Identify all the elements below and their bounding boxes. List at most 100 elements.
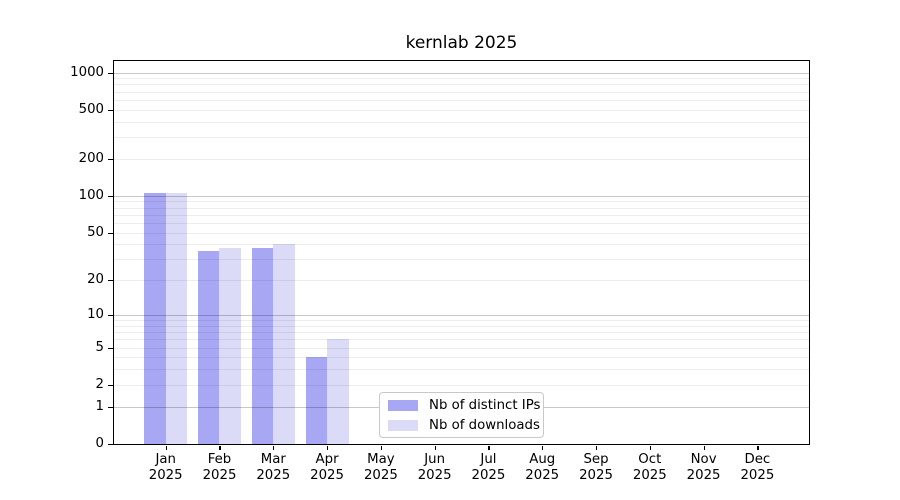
x-tick-year: 2025: [256, 467, 291, 483]
x-tick-mark: [327, 446, 329, 450]
x-tick-month: Oct: [638, 452, 662, 467]
x-tick-year: 2025: [202, 467, 237, 483]
y-tick-label: 100: [78, 187, 104, 203]
x-tick-label: Apr 2025: [297, 452, 357, 483]
legend-label-downloads: Nb of downloads: [429, 417, 540, 433]
y-tick-mark: [108, 406, 113, 408]
y-tick-label: 200: [78, 150, 104, 166]
y-tick-label: 5: [95, 339, 104, 355]
x-tick-label: Feb 2025: [189, 452, 249, 483]
x-tick-year: 2025: [740, 467, 775, 483]
x-tick-mark: [434, 446, 436, 450]
x-tick-label: Mar 2025: [243, 452, 303, 483]
minor-gridline: [114, 201, 809, 203]
x-tick-label: Jul 2025: [458, 452, 518, 483]
bar-distinct-ips-feb: [197, 251, 220, 444]
x-tick-mark: [488, 446, 490, 450]
x-tick-mark: [542, 446, 544, 450]
y-tick-mark: [108, 444, 113, 446]
y-tick-mark: [108, 384, 113, 387]
bar-distinct-ips-mar: [251, 248, 274, 444]
x-tick-month: Sep: [583, 452, 609, 467]
x-tick-month: Aug: [529, 452, 556, 467]
x-tick-year: 2025: [363, 467, 398, 483]
minor-gridline: [114, 137, 809, 139]
x-tick-label: May 2025: [351, 452, 411, 483]
bar-downloads-feb: [219, 248, 241, 444]
y-tick-label: 1000: [70, 64, 104, 80]
y-tick-mark: [108, 315, 113, 317]
x-tick-year: 2025: [579, 467, 613, 483]
x-tick-mark: [165, 446, 167, 450]
minor-gridline: [114, 222, 809, 224]
minor-gridline: [114, 84, 809, 86]
y-tick-label: 2: [95, 376, 104, 392]
y-tick-mark: [108, 195, 113, 198]
x-tick-label: Jun 2025: [405, 452, 465, 483]
x-tick-year: 2025: [632, 467, 667, 483]
minor-gridline: [114, 99, 809, 101]
x-tick-month: Jan: [155, 452, 176, 467]
y-tick-label: 50: [87, 224, 104, 240]
x-tick-month: Mar: [260, 452, 286, 467]
x-tick-month: Dec: [744, 452, 771, 467]
y-tick-mark: [108, 158, 113, 161]
x-tick-mark: [649, 446, 651, 450]
x-tick-year: 2025: [471, 467, 506, 483]
x-tick-month: Feb: [207, 452, 232, 467]
x-tick-label: Nov 2025: [674, 452, 734, 483]
x-tick-month: Jun: [424, 452, 446, 467]
y-tick-label: 20: [87, 272, 104, 288]
legend-swatch-downloads: [388, 419, 418, 431]
x-tick-mark: [219, 446, 221, 450]
x-tick-label: Oct 2025: [620, 452, 680, 483]
y-tick-mark: [108, 232, 113, 234]
major-gridline: [114, 195, 809, 197]
y-tick-label: 10: [87, 307, 104, 323]
minor-gridline: [114, 121, 809, 123]
major-gridline: [114, 72, 809, 74]
y-tick-label: 0: [95, 436, 104, 451]
x-tick-mark: [273, 446, 275, 450]
legend-label-distinct-ips: Nb of distinct IPs: [429, 397, 541, 413]
minor-gridline: [114, 207, 809, 209]
minor-gridline: [114, 214, 809, 216]
minor-gridline: [114, 232, 809, 234]
minor-gridline: [114, 109, 809, 111]
chart-title: kernlab 2025: [405, 33, 518, 53]
y-tick-label: 500: [78, 101, 104, 117]
x-tick-label: Aug 2025: [512, 452, 572, 483]
x-tick-month: Apr: [315, 452, 339, 467]
bar-downloads-jan: [165, 193, 188, 444]
x-tick-mark: [757, 446, 759, 450]
x-tick-mark: [380, 446, 383, 450]
minor-gridline: [114, 78, 809, 80]
plot-area: Nb of distinct IPs Nb of downloads 0 1 2 5 1…: [70, 60, 810, 483]
y-tick-label: 1: [95, 398, 104, 414]
minor-gridline: [114, 91, 809, 93]
x-tick-mark: [703, 446, 705, 450]
x-tick-label: Jan 2025: [136, 452, 196, 483]
x-tick-mark: [596, 446, 598, 450]
minor-gridline: [114, 244, 809, 246]
bar-distinct-ips-jan: [144, 193, 166, 444]
x-tick-month: Jul: [480, 452, 497, 467]
x-tick-label: Sep 2025: [566, 452, 626, 483]
x-tick-year: 2025: [525, 467, 560, 483]
y-tick-mark: [108, 72, 113, 74]
x-tick-year: 2025: [417, 467, 452, 483]
x-tick-month: May: [367, 452, 395, 467]
bar-downloads-mar: [273, 244, 295, 444]
y-tick-mark: [108, 109, 113, 111]
bar-distinct-ips-apr: [305, 357, 328, 444]
bar-downloads-apr: [327, 339, 349, 444]
legend-item-downloads: Nb of downloads: [388, 418, 540, 433]
legend-swatch-distinct-ips: [388, 399, 418, 411]
x-tick-month: Nov: [690, 452, 717, 467]
legend-item-distinct-ips: Nb of distinct IPs: [388, 398, 540, 413]
x-tick-year: 2025: [686, 467, 721, 483]
x-tick-year: 2025: [310, 467, 344, 483]
y-tick-mark: [108, 347, 113, 349]
x-tick-label: Dec 2025: [727, 452, 787, 483]
